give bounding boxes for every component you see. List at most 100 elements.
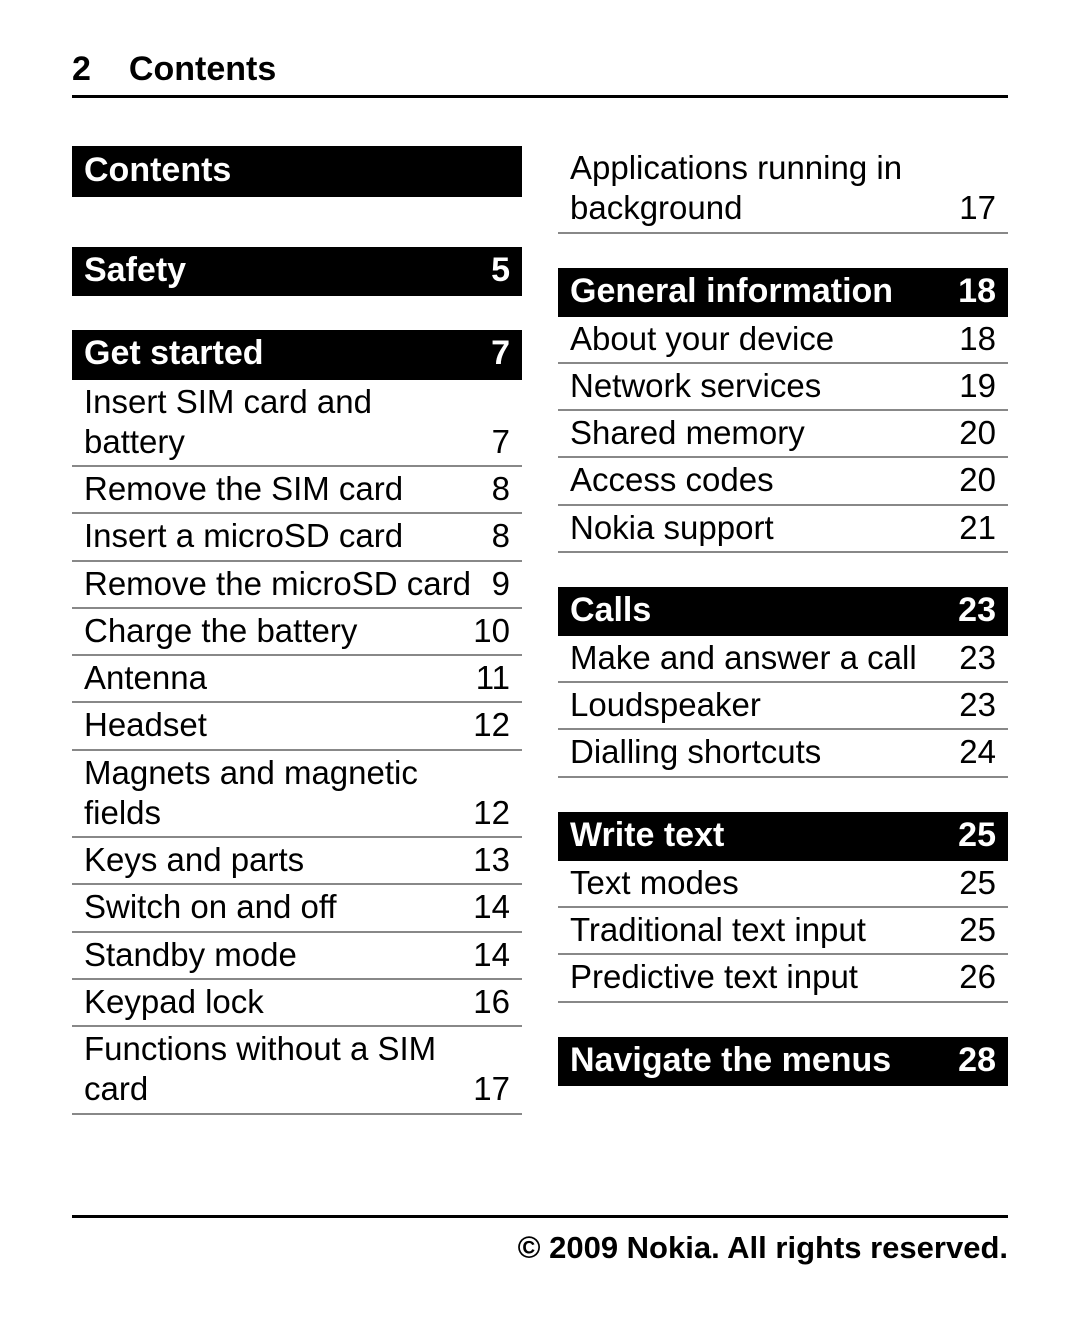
toc-main-title: Contents — [72, 146, 522, 197]
toc-entry-title: Charge the battery — [84, 611, 473, 651]
toc-entry-page: 21 — [959, 508, 996, 548]
toc-entry-page: 8 — [492, 469, 510, 509]
toc-entry-page: 16 — [473, 982, 510, 1022]
toc-section-heading[interactable]: Write text25 — [558, 812, 1008, 861]
toc-entry-page: 18 — [959, 319, 996, 359]
toc-entry[interactable]: Remove the SIM card8 — [72, 467, 522, 514]
toc-section-page: 7 — [491, 334, 510, 373]
toc-entry-page: 23 — [959, 638, 996, 678]
toc-entry-page: 13 — [473, 840, 510, 880]
toc-entry-title: Insert a microSD card — [84, 516, 492, 556]
toc-entry-title: Insert SIM card and battery — [84, 382, 492, 463]
toc-section-heading[interactable]: General information18 — [558, 268, 1008, 317]
toc-entry[interactable]: Magnets and magnetic fields12 — [72, 751, 522, 839]
spacer — [72, 296, 522, 330]
page-header-title: Contents — [129, 50, 276, 89]
spacer — [72, 197, 522, 247]
toc-entry[interactable]: Keypad lock16 — [72, 980, 522, 1027]
toc-entry[interactable]: Predictive text input26 — [558, 955, 1008, 1002]
toc-entry-title: Shared memory — [570, 413, 959, 453]
toc-entry[interactable]: Traditional text input25 — [558, 908, 1008, 955]
toc-entry-title: Keys and parts — [84, 840, 473, 880]
page-header: 2 Contents — [72, 50, 1008, 98]
toc-entry[interactable]: Insert SIM card and battery7 — [72, 380, 522, 468]
toc-entry-title: Switch on and off — [84, 887, 473, 927]
toc-entry-page: 12 — [473, 705, 510, 745]
toc-entry-page: 20 — [959, 413, 996, 453]
toc-entry-page: 12 — [473, 793, 510, 833]
toc-entry-page: 8 — [492, 516, 510, 556]
toc-entry-page: 17 — [473, 1069, 510, 1109]
toc-entry-title: Standby mode — [84, 935, 473, 975]
toc-entry[interactable]: Access codes20 — [558, 458, 1008, 505]
toc-entry[interactable]: Loudspeaker23 — [558, 683, 1008, 730]
toc-entry-page: 7 — [492, 422, 510, 462]
toc-entry[interactable]: Antenna11 — [72, 656, 522, 703]
toc-entry[interactable]: Text modes25 — [558, 861, 1008, 908]
toc-entry-title: Network services — [570, 366, 959, 406]
toc-entry-page: 17 — [959, 188, 996, 228]
toc-section-title: Write text — [570, 816, 958, 855]
toc-section-title: Calls — [570, 591, 958, 630]
toc-entry-page: 23 — [959, 685, 996, 725]
toc-entry[interactable]: Dialling shortcuts24 — [558, 730, 1008, 777]
toc-section-page: 25 — [958, 816, 996, 855]
toc-entry-title: Remove the microSD card — [84, 564, 492, 604]
spacer — [558, 778, 1008, 812]
toc-section-title: General information — [570, 272, 958, 311]
footer-rule — [72, 1215, 1008, 1218]
toc-entry[interactable]: Standby mode14 — [72, 933, 522, 980]
toc-entry[interactable]: Applications running in background17 — [558, 146, 1008, 234]
toc-entry[interactable]: Nokia support21 — [558, 506, 1008, 553]
toc-entry[interactable]: Switch on and off14 — [72, 885, 522, 932]
toc-entry-title: Text modes — [570, 863, 959, 903]
toc-columns: Contents Safety5Get started7Insert SIM c… — [72, 146, 1008, 1115]
toc-section-heading[interactable]: Calls23 — [558, 587, 1008, 636]
toc-entry[interactable]: Shared memory20 — [558, 411, 1008, 458]
toc-entry[interactable]: Insert a microSD card8 — [72, 514, 522, 561]
toc-entry[interactable]: Headset12 — [72, 703, 522, 750]
toc-entry[interactable]: Charge the battery10 — [72, 609, 522, 656]
toc-entry-title: Predictive text input — [570, 957, 959, 997]
toc-entry-title: Traditional text input — [570, 910, 959, 950]
toc-section-title: Navigate the menus — [570, 1041, 958, 1080]
toc-section-page: 18 — [958, 272, 996, 311]
toc-entry-title: Keypad lock — [84, 982, 473, 1022]
toc-entry-title: Loudspeaker — [570, 685, 959, 725]
toc-entry-title: Nokia support — [570, 508, 959, 548]
toc-entry[interactable]: Remove the microSD card9 — [72, 562, 522, 609]
toc-right-column: Applications running in background17 Gene… — [558, 146, 1008, 1115]
toc-entry-page: 25 — [959, 910, 996, 950]
toc-entry-page: 20 — [959, 460, 996, 500]
toc-entry-title: About your device — [570, 319, 959, 359]
toc-section-page: 28 — [958, 1041, 996, 1080]
toc-entry[interactable]: Network services19 — [558, 364, 1008, 411]
toc-entry-title: Remove the SIM card — [84, 469, 492, 509]
toc-section-heading[interactable]: Navigate the menus28 — [558, 1037, 1008, 1086]
toc-entry-page: 9 — [492, 564, 510, 604]
toc-entry[interactable]: About your device18 — [558, 317, 1008, 364]
toc-entry-page: 14 — [473, 935, 510, 975]
toc-section-page: 5 — [491, 251, 510, 290]
toc-entry-page: 26 — [959, 957, 996, 997]
toc-entry[interactable]: Keys and parts13 — [72, 838, 522, 885]
spacer — [558, 234, 1008, 268]
toc-entry[interactable]: Make and answer a call23 — [558, 636, 1008, 683]
toc-section-heading[interactable]: Get started7 — [72, 330, 522, 379]
toc-entry-title: Headset — [84, 705, 473, 745]
toc-entry-title: Applications running in background — [570, 148, 959, 229]
toc-entry-title: Dialling shortcuts — [570, 732, 959, 772]
toc-entry-page: 11 — [476, 658, 510, 698]
toc-entry-page: 14 — [473, 887, 510, 927]
toc-section-heading[interactable]: Safety5 — [72, 247, 522, 296]
footer-copyright: © 2009 Nokia. All rights reserved. — [518, 1230, 1008, 1266]
toc-section-page: 23 — [958, 591, 996, 630]
toc-entry-title: Magnets and magnetic fields — [84, 753, 473, 834]
toc-section-title: Get started — [84, 334, 491, 373]
spacer — [558, 553, 1008, 587]
spacer — [558, 1003, 1008, 1037]
toc-entry[interactable]: Functions without a SIM card17 — [72, 1027, 522, 1115]
toc-entry-title: Functions without a SIM card — [84, 1029, 473, 1110]
toc-entry-title: Make and answer a call — [570, 638, 959, 678]
toc-section-title: Safety — [84, 251, 491, 290]
